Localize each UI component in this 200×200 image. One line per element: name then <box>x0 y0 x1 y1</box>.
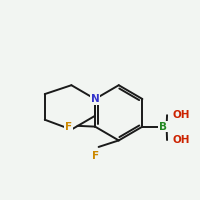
Text: OH: OH <box>173 110 190 120</box>
Text: OH: OH <box>173 135 190 145</box>
Text: B: B <box>159 122 167 132</box>
Text: F: F <box>65 122 72 132</box>
Text: N: N <box>91 94 99 104</box>
Text: F: F <box>92 151 99 161</box>
